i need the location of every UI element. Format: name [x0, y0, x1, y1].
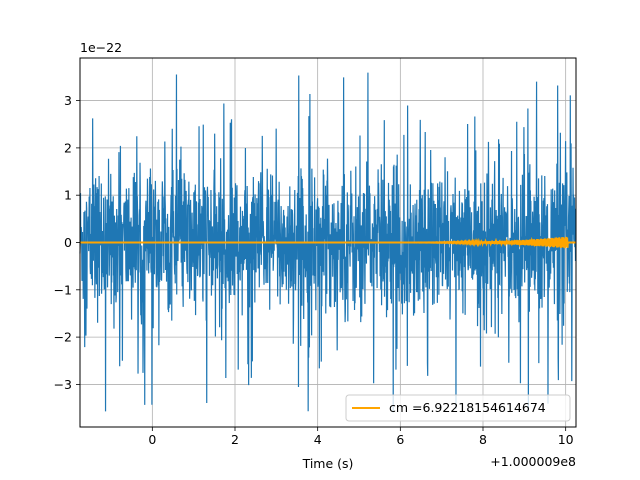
- x-tick-label: 8: [479, 432, 487, 447]
- x-tick-label: 10: [558, 432, 574, 447]
- plot-area: [79, 57, 577, 428]
- y-tick-label: 1: [64, 188, 72, 203]
- x-tick-label: 4: [314, 432, 322, 447]
- legend-label: cm =6.92218154614674: [389, 400, 546, 415]
- noise-series-line: [79, 72, 577, 413]
- legend: cm =6.92218154614674: [345, 394, 571, 422]
- x-tick-label: 6: [396, 432, 404, 447]
- x-offset-label: +1.000009e8: [490, 454, 576, 469]
- y-axis-ticks: −3 −2 −1 0 1 2 3: [54, 93, 80, 392]
- x-tick-label: 0: [148, 432, 156, 447]
- x-tick-label: 2: [231, 432, 239, 447]
- y-tick-label: −2: [54, 330, 72, 345]
- y-tick-label: 3: [64, 93, 72, 108]
- legend-box: [345, 394, 571, 422]
- y-tick-label: 0: [64, 235, 72, 250]
- series-layer: [79, 72, 577, 413]
- chirp-series-line: [80, 236, 576, 249]
- x-axis-ticks: 0 2 4 6 8 10: [148, 427, 574, 447]
- y-tick-label: −1: [54, 282, 72, 297]
- y-tick-label: −3: [54, 377, 72, 392]
- y-tick-label: 2: [64, 140, 72, 155]
- x-axis-label: Time (s): [302, 456, 354, 471]
- y-scale-label: 1e−22: [80, 40, 122, 55]
